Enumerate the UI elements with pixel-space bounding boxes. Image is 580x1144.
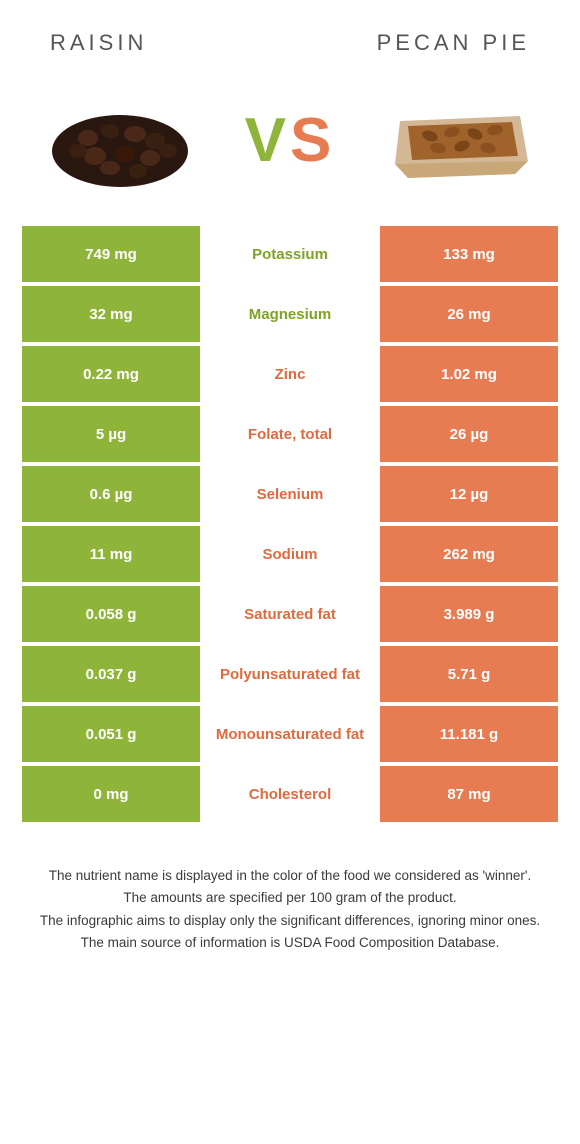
left-title: RAISIN bbox=[50, 30, 147, 56]
right-value: 12 µg bbox=[380, 466, 558, 522]
nutrient-label: Potassium bbox=[200, 226, 380, 282]
nutrient-label: Polyunsaturated fat bbox=[200, 646, 380, 702]
raisin-image bbox=[40, 86, 200, 196]
right-value: 262 mg bbox=[380, 526, 558, 582]
footer-line-1: The nutrient name is displayed in the co… bbox=[24, 866, 556, 886]
nutrient-label: Magnesium bbox=[200, 286, 380, 342]
left-value: 11 mg bbox=[22, 526, 200, 582]
footer-line-3: The infographic aims to display only the… bbox=[24, 911, 556, 931]
nutrient-label: Sodium bbox=[200, 526, 380, 582]
vs-label: VS bbox=[245, 110, 336, 172]
table-row: 0 mgCholesterol87 mg bbox=[22, 766, 558, 822]
table-row: 0.22 mgZinc1.02 mg bbox=[22, 346, 558, 402]
right-value: 11.181 g bbox=[380, 706, 558, 762]
left-value: 749 mg bbox=[22, 226, 200, 282]
left-value: 5 µg bbox=[22, 406, 200, 462]
right-value: 133 mg bbox=[380, 226, 558, 282]
left-value: 0.051 g bbox=[22, 706, 200, 762]
left-value: 0.058 g bbox=[22, 586, 200, 642]
table-row: 0.037 gPolyunsaturated fat5.71 g bbox=[22, 646, 558, 702]
hero: VS bbox=[0, 76, 580, 226]
right-value: 5.71 g bbox=[380, 646, 558, 702]
vs-v: V bbox=[245, 106, 290, 175]
right-value: 26 mg bbox=[380, 286, 558, 342]
comparison-table: 749 mgPotassium133 mg32 mgMagnesium26 mg… bbox=[0, 226, 580, 822]
table-row: 749 mgPotassium133 mg bbox=[22, 226, 558, 282]
right-value: 87 mg bbox=[380, 766, 558, 822]
left-value: 0.22 mg bbox=[22, 346, 200, 402]
right-title: PECAN PIE bbox=[377, 30, 530, 56]
right-value: 3.989 g bbox=[380, 586, 558, 642]
table-row: 0.051 gMonounsaturated fat11.181 g bbox=[22, 706, 558, 762]
nutrient-label: Selenium bbox=[200, 466, 380, 522]
left-value: 0 mg bbox=[22, 766, 200, 822]
table-row: 11 mgSodium262 mg bbox=[22, 526, 558, 582]
right-value: 26 µg bbox=[380, 406, 558, 462]
left-value: 32 mg bbox=[22, 286, 200, 342]
footer-notes: The nutrient name is displayed in the co… bbox=[0, 826, 580, 985]
footer-line-4: The main source of information is USDA F… bbox=[24, 933, 556, 953]
left-value: 0.037 g bbox=[22, 646, 200, 702]
pecan-pie-image bbox=[380, 86, 540, 196]
table-row: 0.058 gSaturated fat3.989 g bbox=[22, 586, 558, 642]
table-row: 32 mgMagnesium26 mg bbox=[22, 286, 558, 342]
nutrient-label: Saturated fat bbox=[200, 586, 380, 642]
table-row: 0.6 µgSelenium12 µg bbox=[22, 466, 558, 522]
right-value: 1.02 mg bbox=[380, 346, 558, 402]
vs-s: S bbox=[290, 106, 335, 175]
footer-line-2: The amounts are specified per 100 gram o… bbox=[24, 888, 556, 908]
header: RAISIN PECAN PIE bbox=[0, 0, 580, 76]
left-value: 0.6 µg bbox=[22, 466, 200, 522]
nutrient-label: Folate, total bbox=[200, 406, 380, 462]
table-row: 5 µgFolate, total26 µg bbox=[22, 406, 558, 462]
nutrient-label: Zinc bbox=[200, 346, 380, 402]
nutrient-label: Cholesterol bbox=[200, 766, 380, 822]
nutrient-label: Monounsaturated fat bbox=[200, 706, 380, 762]
